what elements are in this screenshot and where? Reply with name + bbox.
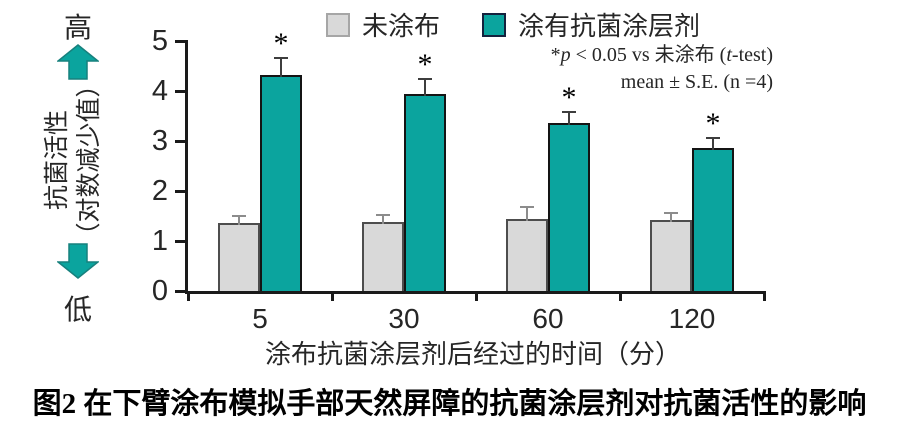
bar-coated: * xyxy=(548,83,590,291)
stats-annotation-line1: *p < 0.05 vs 未涂布 (t-test) xyxy=(550,44,773,66)
y-axis-tick xyxy=(175,289,188,293)
x-axis-tick xyxy=(330,291,334,301)
legend-swatch-uncoated xyxy=(326,12,350,37)
bar-coated: * xyxy=(692,108,734,291)
y-tick-label: 0 xyxy=(151,275,168,307)
bar-uncoated xyxy=(218,214,260,291)
bar-group-5: * 5 xyxy=(188,29,332,334)
x-axis-tick xyxy=(618,291,622,301)
y-tick-label: 2 xyxy=(151,175,168,207)
error-bar-cap xyxy=(562,111,576,113)
error-bar xyxy=(526,206,528,221)
x-category-label: 5 xyxy=(252,303,268,334)
significance-asterisk: * xyxy=(705,106,721,140)
y-tick-label: 3 xyxy=(151,125,168,157)
bar-coated: * xyxy=(260,29,302,291)
stats-annotation-line2: mean ± S.E. (n =4) xyxy=(620,71,773,93)
y-tick-label: 5 xyxy=(151,25,168,57)
bar-uncoated xyxy=(506,206,548,291)
y-tick-label: 4 xyxy=(151,75,168,107)
y-tick-label: 1 xyxy=(151,225,168,257)
bar-group-120: * 120 xyxy=(620,41,764,334)
chart-legend: 未涂布 涂有抗菌涂层剂 xyxy=(326,6,700,43)
bar-uncoated xyxy=(362,213,404,291)
y-axis-tick xyxy=(175,39,188,43)
x-axis-tick xyxy=(762,291,766,301)
error-bar-cap xyxy=(376,213,390,216)
figure-caption: 图2 在下臂涂布模拟手部天然屏障的抗菌涂层剂对抗菌活性的影响 xyxy=(32,388,867,420)
x-axis-tick xyxy=(474,291,478,301)
significance-asterisk: * xyxy=(417,47,433,81)
x-axis-tick xyxy=(186,291,190,301)
bar-group-30: * 30 xyxy=(332,41,476,334)
y-axis-title-line2: （对数减少值） xyxy=(75,72,103,248)
error-bar xyxy=(382,213,384,224)
error-bar xyxy=(568,111,570,125)
y-axis-tick xyxy=(175,89,188,93)
error-bar-cap xyxy=(664,212,678,214)
significance-asterisk: * xyxy=(561,81,577,114)
error-bar xyxy=(670,212,672,222)
y-axis-title: 抗菌活性 （对数减少值） xyxy=(41,62,107,258)
bar-coated: * xyxy=(404,49,446,291)
error-bar-cap xyxy=(706,136,720,139)
error-bar xyxy=(238,214,240,225)
legend-label-coated: 涂有抗菌涂层剂 xyxy=(518,11,701,41)
error-bar-cap xyxy=(418,77,432,80)
y-high-label: 高 xyxy=(63,12,92,43)
x-category-label: 30 xyxy=(388,303,420,334)
y-axis-tick xyxy=(175,189,188,193)
y-axis-tick xyxy=(175,239,188,243)
bar-group-60: * 60 xyxy=(476,41,620,334)
error-bar xyxy=(424,77,426,96)
x-category-label: 120 xyxy=(668,303,716,334)
bar-uncoated xyxy=(650,212,692,291)
legend-label-uncoated: 未涂布 xyxy=(362,11,441,41)
down-arrow-icon xyxy=(57,243,99,279)
legend-swatch-coated xyxy=(482,12,507,37)
up-arrow-icon xyxy=(57,44,99,80)
stats-annotation: *p < 0.05 vs 未涂布 (t-test) mean ± S.E. (n… xyxy=(551,42,773,96)
x-category-label: 60 xyxy=(532,303,564,334)
error-bar-cap xyxy=(232,214,246,217)
error-bar-cap xyxy=(520,206,534,208)
y-low-label: 低 xyxy=(63,294,92,325)
x-axis-title: 涂布抗菌涂层剂后经过的时间（分） xyxy=(264,339,681,369)
significance-asterisk: * xyxy=(273,27,289,60)
y-axis-title-line1: 抗菌活性 xyxy=(43,110,71,211)
y-axis-tick xyxy=(175,139,188,143)
bar-groups-container: * 5 * 30 * 60 * 120 xyxy=(188,29,764,334)
error-bar-cap xyxy=(274,57,288,59)
error-bar xyxy=(712,136,714,150)
error-bar xyxy=(280,57,282,77)
